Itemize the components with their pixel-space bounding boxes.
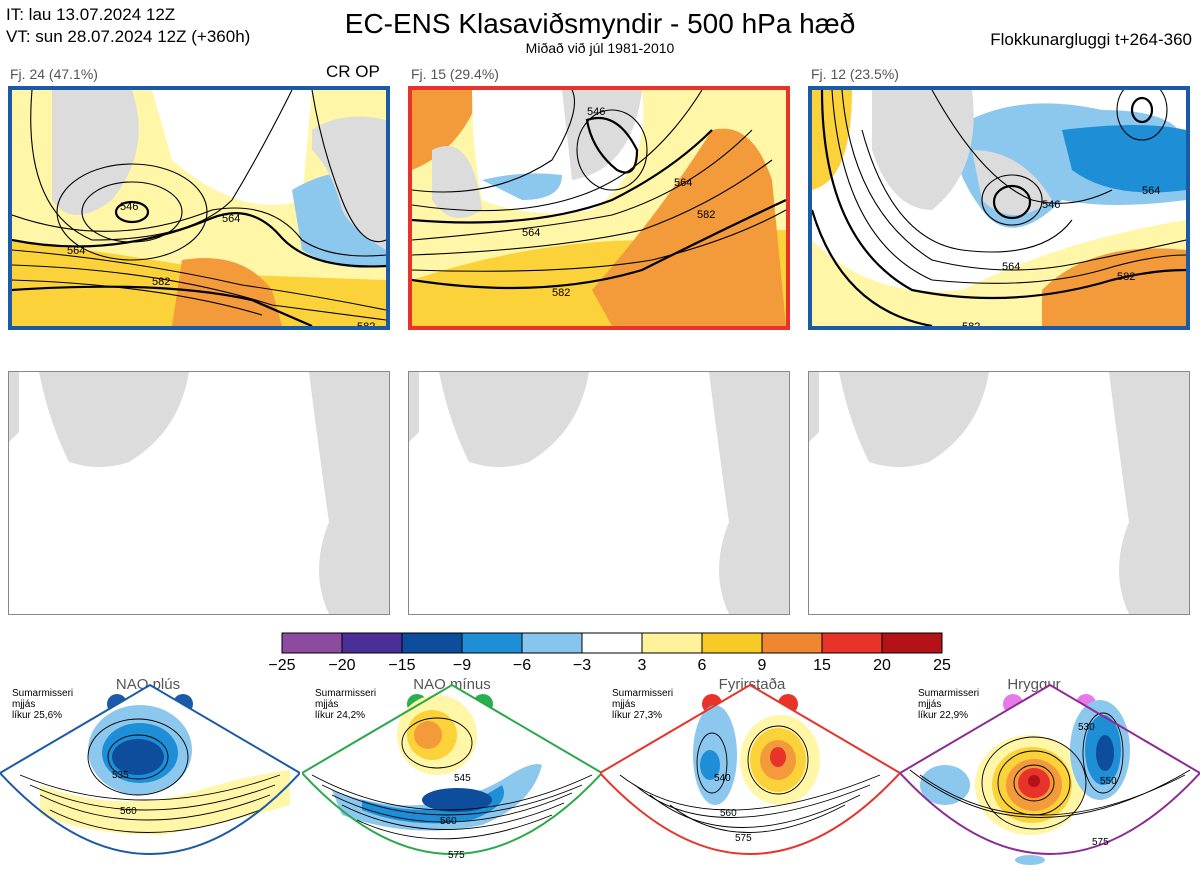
regime-ridge-map: 530 550 575 <box>900 683 1200 865</box>
colorbar-segment <box>881 632 943 654</box>
anomaly-map-1 <box>8 371 390 615</box>
regime-contour: 550 <box>1100 776 1117 787</box>
cluster-1-contour-582b: 582 <box>357 321 375 326</box>
regime-info-line: Sumarmisseri <box>12 688 74 699</box>
regime-contour: 560 <box>120 806 137 817</box>
cluster-2-contour-564: 564 <box>522 227 540 239</box>
regime-contour: 540 <box>714 773 731 784</box>
cluster-2-contour-564b: 564 <box>674 177 692 189</box>
cluster-3-map: 564 546 564 564 582 582 <box>808 86 1190 330</box>
regime-nao-plus-map: 535 560 <box>0 683 300 855</box>
regime-blocking-map: 540 560 575 <box>600 683 900 855</box>
colorbar-segment <box>581 632 643 654</box>
regime-info-line: mjjás <box>918 699 942 710</box>
colorbar-segment <box>521 632 583 654</box>
colorbar-tick-label: 3 <box>637 657 647 674</box>
cluster-1-contour-546: 546 <box>120 201 138 213</box>
colorbar-segment <box>341 632 403 654</box>
cluster-3-contour-564c: 564 <box>1142 185 1160 197</box>
colorbar-segment <box>281 632 343 654</box>
regime-contour: 575 <box>448 850 465 861</box>
cluster-3-label: Fj. 12 (23.5%) <box>811 66 899 82</box>
cluster-2-contour-582: 582 <box>552 287 570 299</box>
regime-info-line: Sumarmisseri <box>612 688 674 699</box>
colorbar-segment <box>461 632 523 654</box>
regime-info-line: mjjás <box>612 699 636 710</box>
regime-contour: 535 <box>112 770 129 781</box>
colorbar-segment <box>761 632 823 654</box>
cluster-1-contour-564: 564 <box>222 213 240 225</box>
colorbar <box>281 632 943 654</box>
regime-contour: 575 <box>735 833 752 844</box>
cluster-3-contour-546: 546 <box>1042 199 1060 211</box>
page-title: EC-ENS Klasaviðsmyndir - 500 hPa hæð <box>344 8 856 39</box>
cluster-1-map: 546 564 582 564 582 <box>8 86 390 330</box>
cluster-2-label: Fj. 15 (29.4%) <box>411 66 499 82</box>
regime-info-line: líkur 27,3% <box>612 710 663 721</box>
regime-info-line: líkur 24,2% <box>315 710 366 721</box>
colorbar-segment <box>701 632 763 654</box>
cluster-2-map: 546 564 564 582 582 <box>408 86 790 330</box>
cluster-1-tag: CR OP <box>326 62 380 81</box>
colorbar-tick-label: 6 <box>697 657 707 674</box>
cluster-2-contour-582b: 582 <box>697 209 715 221</box>
valid-time: VT: sun 28.07.2024 12Z (+360h) <box>6 27 251 46</box>
header-info: IT: lau 13.07.2024 12Z VT: sun 28.07.202… <box>6 4 250 48</box>
cluster-3-contour-564: 564 <box>930 90 948 93</box>
colorbar-tick-label: −15 <box>388 657 416 674</box>
cluster-3-contour-564b: 564 <box>1002 261 1020 273</box>
cluster-3-contour-582b: 582 <box>962 321 980 326</box>
colorbar-segment <box>401 632 463 654</box>
regime-ridge-info: Sumarmisseri mjjás líkur 22,9% <box>918 688 979 721</box>
colorbar-tick-label: −9 <box>452 657 472 674</box>
cluster-2-contour-546: 546 <box>587 106 605 118</box>
regime-info-line: líkur 22,9% <box>918 710 969 721</box>
regime-nao-minus-info: Sumarmisseri mjjás líkur 24,2% <box>315 688 376 721</box>
colorbar-tick-label: −25 <box>268 657 296 674</box>
cluster-1-contour-564b: 564 <box>67 245 85 257</box>
regime-contour: 530 <box>1078 722 1095 733</box>
regime-info-line: Sumarmisseri <box>918 688 980 699</box>
anomaly-map-3 <box>808 371 1190 615</box>
initial-time: IT: lau 13.07.2024 12Z <box>6 5 176 24</box>
colorbar-tick-label: 20 <box>873 657 891 674</box>
colorbar-segment <box>641 632 703 654</box>
colorbar-tick-label: 9 <box>757 657 767 674</box>
cluster-3-contour-582: 582 <box>1117 271 1135 283</box>
regime-blocking-title: Fyrirstaða <box>718 676 786 693</box>
regime-contour: 545 <box>454 773 471 784</box>
regime-contour: 560 <box>720 808 737 819</box>
colorbar-tick-label: 25 <box>933 657 951 674</box>
anomaly-map-2 <box>408 371 790 615</box>
regime-contour: 575 <box>1092 837 1109 848</box>
regime-nao-plus-title: NAO plús <box>115 676 181 693</box>
page-subtitle: Miðað við júl 1981-2010 <box>525 40 675 56</box>
regime-info-line: Sumarmisseri <box>315 688 377 699</box>
regime-nao-plus-info: Sumarmisseri mjjás líkur 25,6% <box>12 688 73 721</box>
colorbar-segment <box>821 632 883 654</box>
classification-window: Flokkunargluggi t+264-360 <box>990 30 1192 49</box>
cluster-1-contour-582: 582 <box>152 276 170 288</box>
regime-blocking-info: Sumarmisseri mjjás líkur 27,3% <box>612 688 673 721</box>
regime-nao-minus-map: 545 560 575 <box>302 683 602 861</box>
colorbar-tick-label: −3 <box>572 657 592 674</box>
regime-info-line: mjjás <box>315 699 339 710</box>
regime-info-line: mjjás <box>12 699 36 710</box>
colorbar-tick-label: 15 <box>813 657 831 674</box>
cluster-1-label: Fj. 24 (47.1%) <box>10 66 98 82</box>
colorbar-tick-label: −6 <box>512 657 532 674</box>
regime-info-line: líkur 25,6% <box>12 710 63 721</box>
regime-contour: 560 <box>440 816 457 827</box>
colorbar-tick-label: −20 <box>328 657 356 674</box>
